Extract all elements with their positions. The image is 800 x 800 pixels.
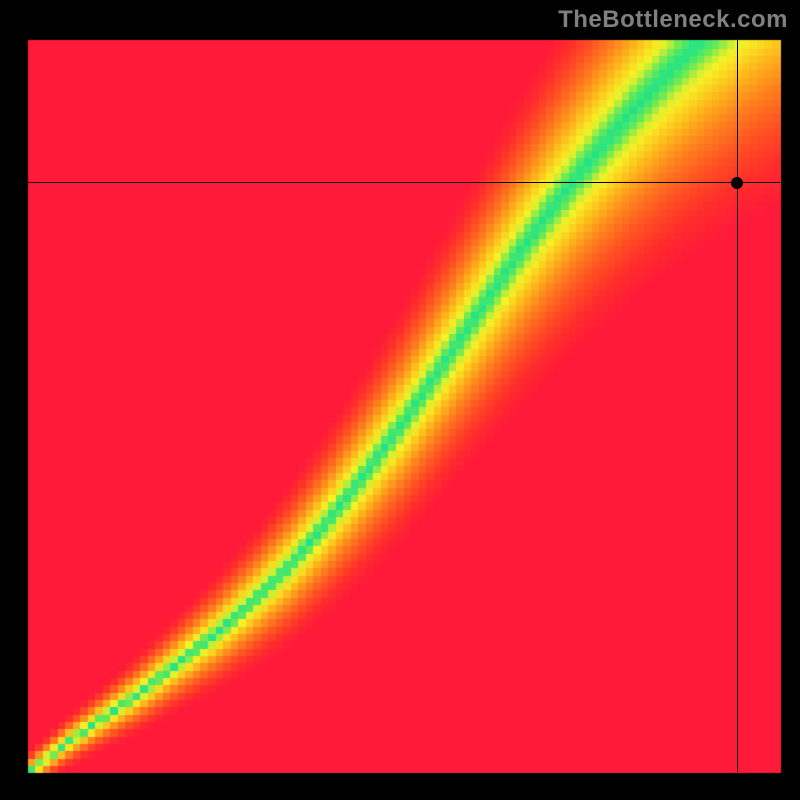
chart-container: TheBottleneck.com [0, 0, 800, 800]
bottleneck-heatmap [0, 0, 800, 800]
watermark-text: TheBottleneck.com [558, 6, 788, 34]
crosshair-vertical [737, 40, 738, 772]
crosshair-horizontal [28, 182, 780, 183]
crosshair-marker [731, 177, 743, 189]
